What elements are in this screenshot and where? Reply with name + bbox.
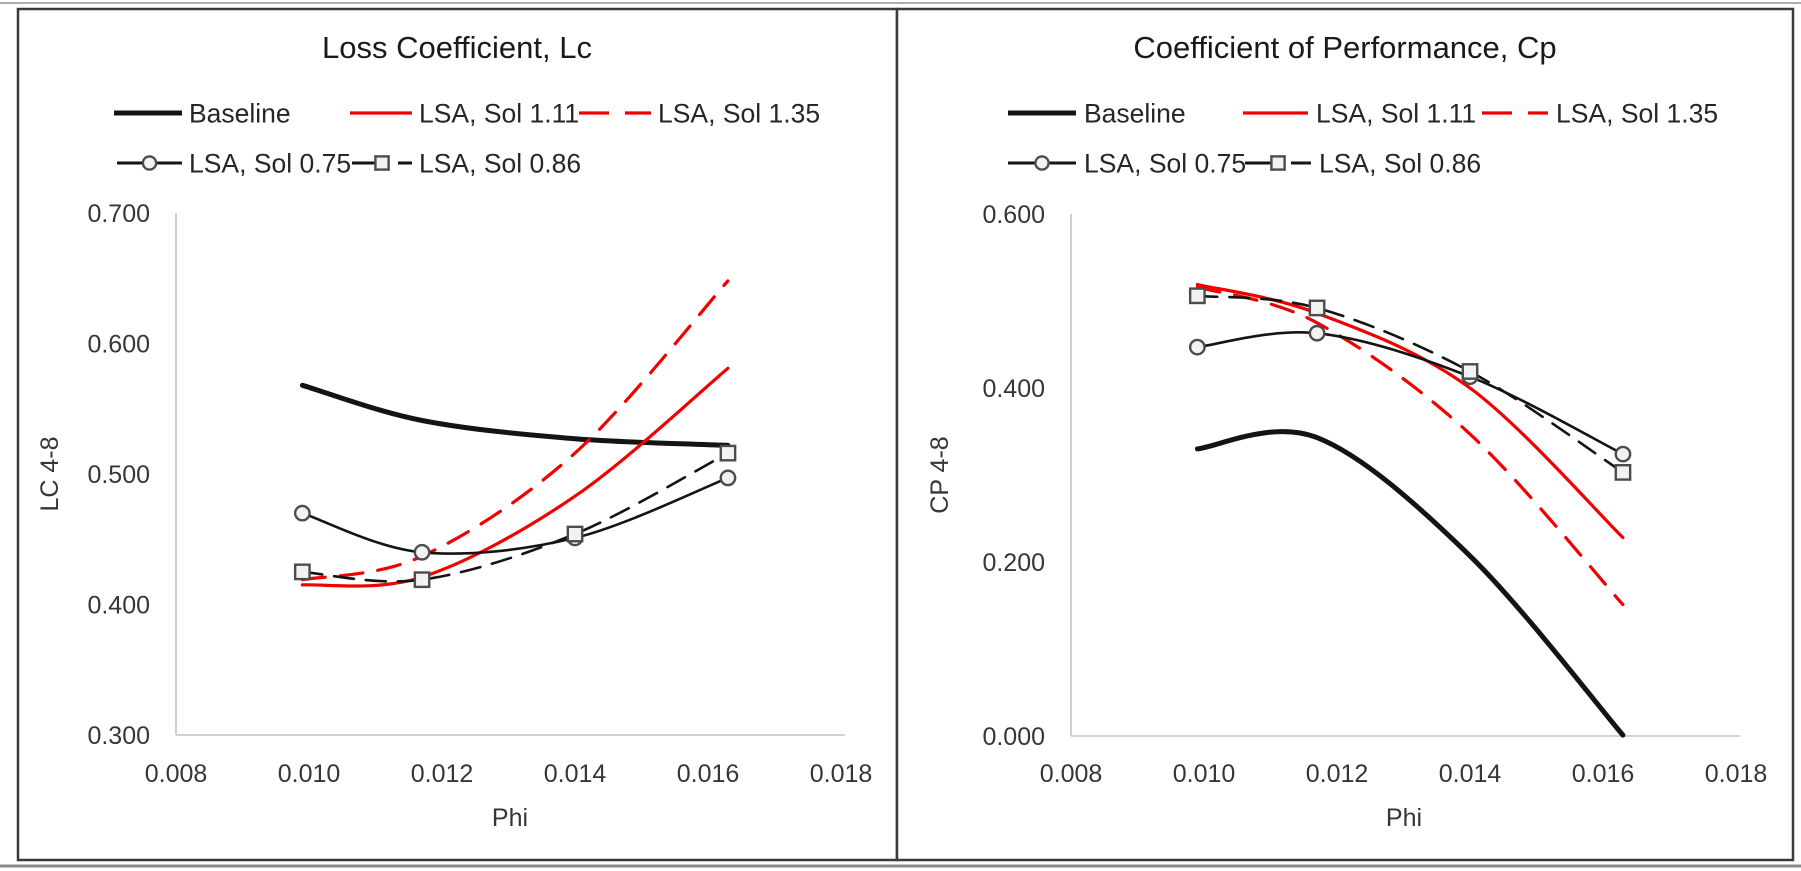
x-tick-label: 0.014: [544, 760, 607, 788]
legend-item-label: Baseline: [1084, 98, 1186, 128]
series-line: [301, 451, 730, 583]
loss-coefficient-chart: 0.700 0.600 0.500 0.400 0.300 0.008 0.010 0.012…: [16, 7, 899, 862]
series-line: [1195, 282, 1625, 540]
panel-border: [16, 7, 899, 862]
data-point-marker-square: [413, 571, 431, 589]
performance-chart: 0.600 0.400 0.200 0.000 0.008 0.010 0.012 0.014…: [895, 7, 1795, 862]
x-tick-label: 0.012: [1306, 760, 1369, 788]
x-tick-label: 0.010: [278, 760, 341, 788]
x-tick-label: 0.010: [1173, 760, 1236, 788]
data-point-marker-circle: [1308, 324, 1326, 342]
series-line: [1196, 331, 1625, 456]
y-tick-label: 0.400: [87, 591, 150, 619]
data-point-marker-circle: [293, 504, 311, 522]
series-line: [301, 476, 730, 555]
data-point-marker-circle: [413, 543, 431, 561]
data-point-marker-square: [1614, 463, 1632, 481]
x-axis-label: Phi: [492, 804, 528, 832]
series-line: [300, 279, 730, 582]
x-tick-label: 0.008: [1040, 760, 1103, 788]
y-tick-label: 0.600: [982, 201, 1045, 229]
x-tick-label: 0.012: [411, 760, 474, 788]
data-point-marker-circle: [719, 469, 737, 487]
legend-item-label: LSA, Sol 0.75: [189, 148, 351, 178]
x-tick-label: 0.016: [677, 760, 740, 788]
y-axis-label: LC 4-8: [36, 436, 64, 511]
legend-item-label: Baseline: [189, 98, 291, 128]
legend-item-label: LSA, Sol 0.86: [419, 148, 581, 178]
y-tick-label: 0.200: [982, 549, 1045, 577]
y-tick-label: 0.300: [87, 722, 150, 750]
y-tick-label: 0.400: [982, 375, 1045, 403]
x-tick-label: 0.008: [145, 760, 208, 788]
data-point-marker-circle: [1188, 338, 1206, 356]
legend-item-label: LSA, Sol 0.86: [1319, 148, 1481, 178]
y-tick-label: 0.700: [87, 200, 150, 228]
chart-title: Coefficient of Performance, Cp: [1133, 30, 1556, 65]
data-point-marker-square: [719, 444, 737, 462]
legend-item-label: LSA, Sol 1.11: [419, 98, 579, 128]
data-point-marker-square: [1308, 299, 1326, 317]
x-tick-label: 0.018: [810, 760, 873, 788]
x-tick-label: 0.018: [1705, 760, 1768, 788]
chart-title: Loss Coefficient, Lc: [322, 30, 592, 65]
data-point-marker-circle: [1034, 155, 1050, 171]
series-line: [1195, 285, 1625, 607]
x-tick-label: 0.016: [1572, 760, 1635, 788]
data-point-marker-square: [1270, 155, 1286, 171]
y-tick-label: 0.600: [87, 330, 150, 358]
data-point-marker-circle: [1614, 445, 1632, 463]
data-point-marker-square: [1461, 363, 1479, 380]
data-point-marker-circle: [141, 155, 158, 171]
panel-border: [895, 7, 1795, 862]
series-line: [1196, 294, 1625, 474]
x-tick-label: 0.014: [1439, 760, 1502, 788]
y-tick-label: 0.000: [982, 723, 1045, 751]
y-tick-label: 0.500: [87, 461, 150, 489]
data-point-marker-square: [293, 563, 311, 581]
series-line: [1194, 429, 1626, 738]
y-axis-label: CP 4-8: [926, 436, 954, 513]
legend-item-label: LSA, Sol 1.35: [658, 98, 820, 128]
data-point-marker-square: [1188, 287, 1206, 305]
legend-item-label: LSA, Sol 1.35: [1556, 98, 1718, 128]
legend-item-label: LSA, Sol 0.75: [1084, 148, 1246, 178]
x-axis-label: Phi: [1386, 804, 1422, 832]
data-point-marker-square: [566, 525, 584, 543]
series-line: [299, 382, 731, 448]
data-point-marker-square: [374, 155, 390, 171]
legend-item-label: LSA, Sol 1.11: [1316, 98, 1476, 128]
series-line: [300, 366, 730, 588]
